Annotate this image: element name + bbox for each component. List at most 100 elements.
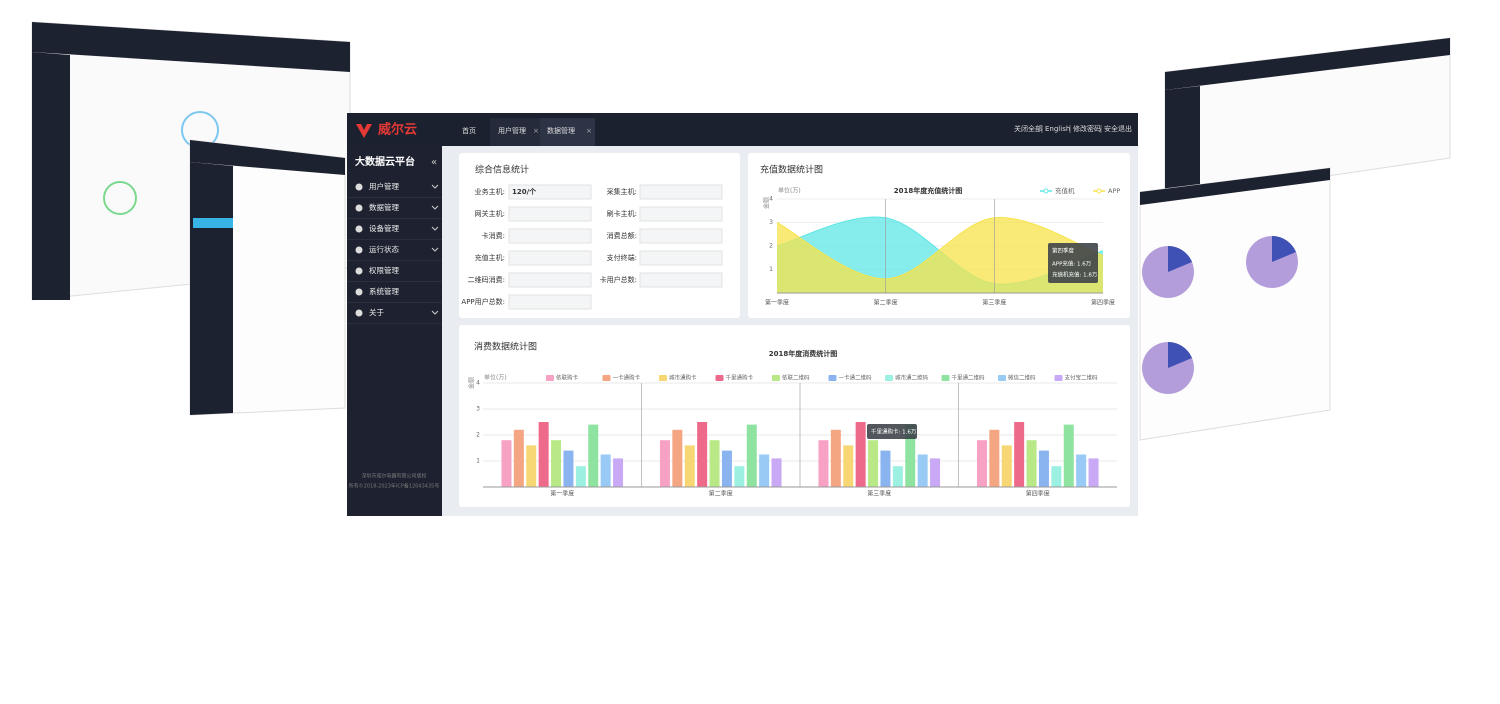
legend-label[interactable]: 城市通购卡 — [669, 374, 697, 382]
header-link[interactable]: English — [1045, 125, 1070, 133]
menu-item[interactable]: 关于 — [369, 307, 384, 317]
bar[interactable] — [843, 445, 854, 487]
y-tick-label: 4 — [769, 196, 773, 203]
bar[interactable] — [513, 429, 524, 487]
legend-marker — [1054, 375, 1063, 381]
chart-title: 2018年度消费统计图 — [769, 349, 837, 358]
copyright: 所有©2018-2023年ICP备12043435号 — [349, 483, 440, 490]
bar[interactable] — [563, 450, 574, 487]
bar[interactable] — [600, 454, 611, 488]
legend-marker — [715, 375, 724, 381]
bar[interactable] — [917, 454, 928, 488]
bar[interactable] — [501, 440, 512, 487]
x-tick-label: 第四季度 — [1091, 299, 1115, 307]
bar[interactable] — [818, 440, 829, 487]
legend-label[interactable]: 充值机 — [1055, 186, 1075, 195]
legend-marker — [546, 375, 554, 381]
header-link[interactable]: 安全退出 — [1104, 124, 1132, 133]
bar[interactable] — [892, 466, 903, 487]
tab-close[interactable]: × — [586, 127, 592, 135]
legend-label[interactable]: 一卡通二维码 — [839, 374, 873, 382]
collapse[interactable]: « — [431, 157, 437, 168]
bar[interactable] — [855, 422, 866, 487]
nav-tab[interactable]: 用户管理 — [498, 126, 526, 135]
brand: 威尔云 — [378, 122, 417, 138]
field-label: 采集主机: — [607, 187, 637, 196]
bar[interactable] — [684, 445, 695, 487]
bar[interactable] — [588, 424, 599, 487]
bar[interactable] — [930, 458, 941, 487]
legend-label[interactable]: 一卡通购卡 — [613, 374, 641, 382]
legend-label[interactable]: 千里通二维码 — [952, 374, 986, 382]
legend-label[interactable]: 微信二维码 — [1008, 374, 1036, 382]
nav-tab[interactable]: 数据管理 — [547, 126, 575, 135]
field-label: 业务主机: — [475, 187, 505, 196]
bar[interactable] — [771, 458, 782, 487]
menu-item[interactable]: 数据管理 — [369, 202, 399, 212]
legend-label[interactable]: 城市通二维码 — [895, 374, 929, 382]
bar[interactable] — [1014, 422, 1025, 487]
bar[interactable] — [989, 429, 1000, 487]
menu-icon — [355, 309, 363, 317]
bar[interactable] — [759, 454, 770, 488]
menu-item[interactable]: 运行状态 — [369, 244, 399, 254]
bar[interactable] — [1026, 440, 1037, 487]
legend-label[interactable]: 千里通购卡 — [726, 374, 754, 382]
bar[interactable] — [697, 422, 708, 487]
bar[interactable] — [709, 440, 720, 487]
legend-label[interactable]: APP — [1108, 187, 1120, 195]
bar[interactable] — [1038, 450, 1049, 487]
bar[interactable] — [1051, 466, 1062, 487]
bar[interactable] — [734, 466, 745, 487]
bar[interactable] — [905, 424, 916, 487]
field-box — [639, 228, 723, 244]
header-link[interactable]: 关闭全部 — [1014, 124, 1042, 133]
bar[interactable] — [659, 440, 670, 487]
bar[interactable] — [575, 466, 586, 487]
field-value: 120/个 — [512, 187, 537, 196]
x-tick-label: 第四季度 — [1026, 490, 1050, 498]
x-tick-label: 第二季度 — [709, 490, 733, 498]
field-box — [508, 250, 592, 266]
bar[interactable] — [672, 429, 683, 487]
chart-title: 2018年度充值统计图 — [894, 186, 962, 195]
tooltip — [1048, 243, 1098, 283]
legend-marker — [602, 375, 611, 381]
legend-label[interactable]: 依联购卡 — [556, 374, 579, 382]
legend-label[interactable]: 支付宝二维码 — [1065, 374, 1099, 382]
menu-item[interactable]: 用户管理 — [369, 181, 399, 191]
bar[interactable] — [538, 422, 549, 487]
bar[interactable] — [868, 440, 879, 487]
y-tick-label: 2 — [476, 432, 480, 439]
bar[interactable] — [1076, 454, 1087, 488]
field-box — [508, 272, 592, 288]
tooltip-text: 第四季度 — [1052, 247, 1075, 255]
menu-item[interactable]: 设备管理 — [369, 223, 399, 233]
y-axis-label: 金额 — [468, 377, 476, 389]
panel-title: 充值数据统计图 — [760, 164, 823, 176]
menu-item[interactable]: 系统管理 — [369, 286, 399, 296]
bar[interactable] — [1088, 458, 1099, 487]
bar[interactable] — [746, 424, 757, 487]
nav-tab[interactable]: 首页 — [462, 126, 476, 135]
bar[interactable] — [613, 458, 624, 487]
bar[interactable] — [551, 440, 562, 487]
bar[interactable] — [830, 429, 841, 487]
bar[interactable] — [976, 440, 987, 487]
field-label: 卡用户总数: — [600, 275, 637, 284]
bar[interactable] — [1063, 424, 1074, 487]
legend-label[interactable]: 依联二维码 — [782, 374, 810, 382]
legend-marker — [885, 375, 893, 381]
bar[interactable] — [880, 450, 891, 487]
y-tick-label: 1 — [476, 458, 480, 465]
bar[interactable] — [526, 445, 537, 487]
tab-close[interactable]: × — [533, 127, 539, 135]
header-link[interactable]: 修改密码 — [1073, 124, 1101, 133]
bar[interactable] — [721, 450, 732, 487]
tooltip-text: 千里通购卡: 1.6万 — [871, 428, 917, 436]
bar[interactable] — [1001, 445, 1012, 487]
x-tick-label: 第一季度 — [765, 299, 789, 307]
menu-item[interactable]: 权限管理 — [369, 265, 399, 275]
chevron — [431, 310, 439, 315]
